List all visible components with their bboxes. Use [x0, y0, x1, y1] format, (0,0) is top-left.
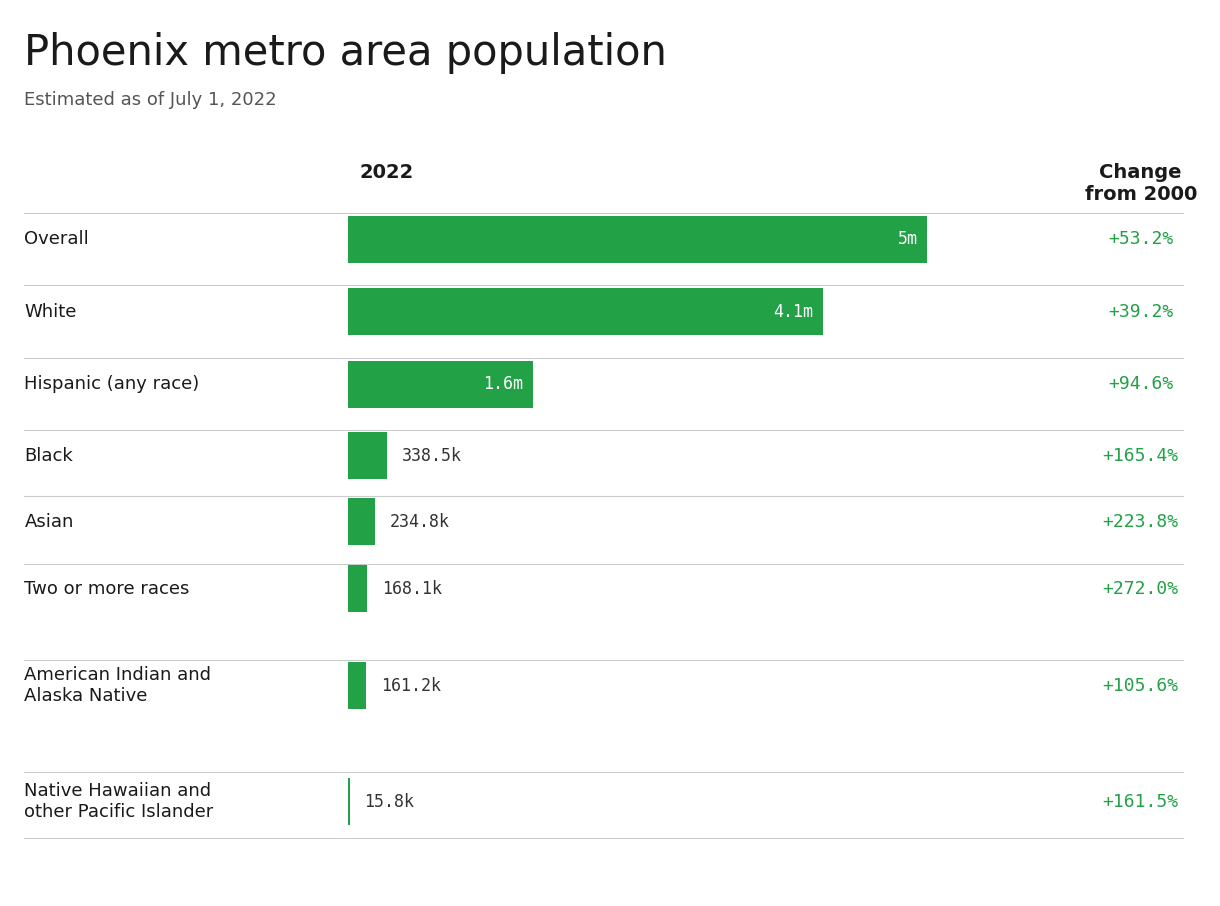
Text: 4.1m: 4.1m: [773, 303, 813, 321]
Text: Estimated as of July 1, 2022: Estimated as of July 1, 2022: [24, 91, 277, 109]
Text: 161.2k: 161.2k: [381, 677, 440, 695]
Text: +94.6%: +94.6%: [1108, 375, 1174, 393]
Text: 168.1k: 168.1k: [382, 580, 442, 598]
Text: White: White: [24, 303, 77, 321]
Text: Overall: Overall: [24, 230, 89, 248]
Text: 5m: 5m: [898, 230, 917, 248]
Text: Hispanic (any race): Hispanic (any race): [24, 375, 200, 393]
Text: American Indian and
Alaska Native: American Indian and Alaska Native: [24, 667, 211, 705]
FancyBboxPatch shape: [348, 778, 350, 825]
FancyBboxPatch shape: [348, 432, 387, 479]
Text: +53.2%: +53.2%: [1108, 230, 1174, 248]
Text: +39.2%: +39.2%: [1108, 303, 1174, 321]
FancyBboxPatch shape: [348, 565, 367, 612]
Text: +223.8%: +223.8%: [1103, 513, 1179, 531]
Text: 234.8k: 234.8k: [389, 513, 449, 531]
Text: Phoenix metro area population: Phoenix metro area population: [24, 32, 667, 73]
Text: +165.4%: +165.4%: [1103, 447, 1179, 465]
FancyBboxPatch shape: [348, 288, 822, 335]
FancyBboxPatch shape: [348, 216, 927, 263]
FancyBboxPatch shape: [348, 361, 533, 408]
Text: 1.6m: 1.6m: [483, 375, 523, 393]
Text: Two or more races: Two or more races: [24, 580, 190, 598]
Text: 15.8k: 15.8k: [365, 793, 414, 811]
Text: Native Hawaiian and
other Pacific Islander: Native Hawaiian and other Pacific Island…: [24, 783, 214, 821]
Text: 2022: 2022: [360, 163, 414, 182]
Text: +272.0%: +272.0%: [1103, 580, 1179, 598]
Text: Change
from 2000: Change from 2000: [1085, 163, 1197, 204]
FancyBboxPatch shape: [348, 662, 366, 709]
Text: Asian: Asian: [24, 513, 73, 531]
Text: Black: Black: [24, 447, 73, 465]
Text: 338.5k: 338.5k: [401, 447, 461, 465]
FancyBboxPatch shape: [348, 498, 375, 545]
Text: +105.6%: +105.6%: [1103, 677, 1179, 695]
Text: +161.5%: +161.5%: [1103, 793, 1179, 811]
